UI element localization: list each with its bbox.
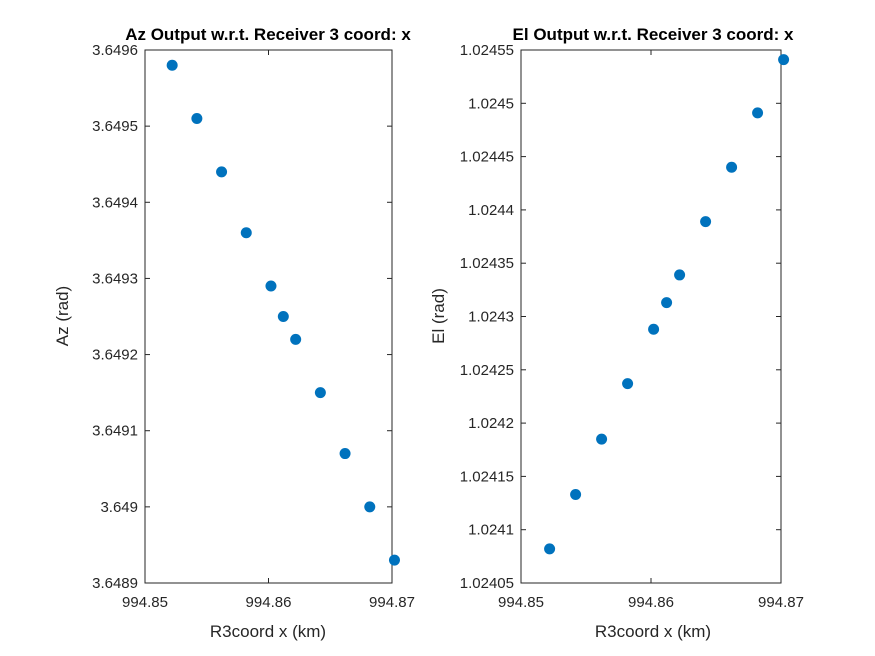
az-x-tick-label: 994.87	[369, 594, 415, 611]
az-y-tick-label: 3.6491	[92, 423, 138, 440]
az-y-axis-label: Az (rad)	[53, 286, 72, 346]
az-y-tick-label: 3.6496	[92, 42, 138, 59]
el-y-tick-label: 1.02445	[460, 149, 514, 166]
el-y-tick-label: 1.0243	[468, 309, 514, 326]
az-axes-frame	[144, 49, 393, 584]
el-data-point	[596, 433, 608, 445]
az-y-tick-label: 3.6495	[92, 118, 138, 135]
az-data-point	[191, 113, 203, 125]
az-data-point	[166, 59, 178, 71]
az-data-point	[339, 448, 351, 460]
el-y-tick-label: 1.0244	[468, 202, 514, 219]
el-data-point	[661, 297, 673, 309]
el-y-tick-label: 1.0241	[468, 522, 514, 539]
el-data-point	[544, 543, 556, 555]
az-x-tick-label: 994.86	[246, 594, 292, 611]
el-x-tick-label: 994.86	[628, 594, 674, 611]
az-scatter-plot: Az Output w.r.t. Receiver 3 coord: x R3c…	[53, 25, 415, 641]
az-data-point	[240, 227, 252, 239]
el-data-point	[648, 323, 660, 335]
el-x-tick-label: 994.85	[498, 594, 544, 611]
el-y-axis-label: El (rad)	[429, 288, 448, 344]
el-data-point	[622, 378, 634, 390]
az-y-tick-label: 3.6493	[92, 270, 138, 287]
el-data-point	[674, 269, 686, 281]
el-data-point	[726, 161, 738, 173]
az-data-point	[314, 387, 326, 399]
el-data-point	[700, 216, 712, 228]
el-plot-title: El Output w.r.t. Receiver 3 coord: x	[513, 25, 794, 44]
el-y-tick-label: 1.02425	[460, 362, 514, 379]
az-data-point	[388, 554, 400, 566]
az-data-point	[265, 280, 277, 292]
az-x-tick-label: 994.85	[122, 594, 168, 611]
el-x-tick-label: 994.87	[758, 594, 804, 611]
az-data-point	[290, 333, 302, 345]
el-y-tick-label: 1.02405	[460, 575, 514, 592]
az-y-tick-label: 3.649	[100, 499, 138, 516]
el-y-tick-label: 1.0245	[468, 95, 514, 112]
az-data-point	[277, 311, 289, 322]
el-data-point	[570, 489, 582, 501]
el-scatter-plot: El Output w.r.t. Receiver 3 coord: x R3c…	[429, 25, 804, 641]
el-y-tick-label: 1.02415	[460, 468, 514, 485]
el-x-axis-label: R3coord x (km)	[595, 622, 711, 641]
az-data-point	[216, 166, 228, 178]
az-y-tick-label: 3.6494	[92, 194, 138, 211]
az-x-axis-label: R3coord x (km)	[210, 622, 326, 641]
el-axes-frame	[520, 49, 782, 584]
el-y-tick-label: 1.0242	[468, 415, 514, 432]
az-y-tick-label: 3.6489	[92, 575, 138, 592]
el-data-point	[752, 107, 764, 119]
el-y-tick-label: 1.02435	[460, 255, 514, 272]
el-y-tick-label: 1.02455	[460, 42, 514, 59]
az-plot-title: Az Output w.r.t. Receiver 3 coord: x	[125, 25, 411, 44]
az-data-point	[364, 501, 376, 513]
az-y-tick-label: 3.6492	[92, 347, 138, 364]
el-data-point	[778, 54, 790, 66]
